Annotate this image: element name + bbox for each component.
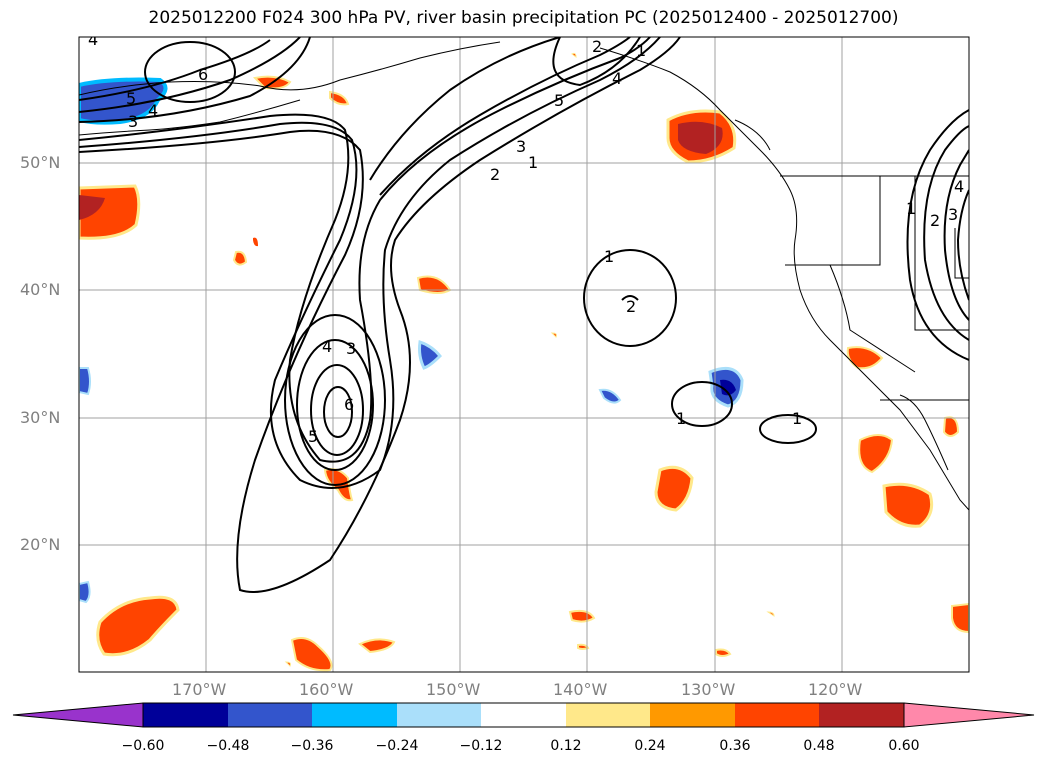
contour-label: 5	[126, 89, 136, 108]
map-border	[78, 36, 970, 673]
contour-label: 4	[148, 101, 158, 120]
contour-label: 4	[954, 177, 964, 196]
contour-label: 1	[906, 199, 916, 218]
contour-label: 4	[322, 337, 332, 356]
lon-label: 140°W	[553, 680, 608, 699]
contour-label: 1	[528, 153, 538, 172]
contour-label: 1	[604, 247, 614, 266]
colorbar-tick-label: −0.48	[206, 738, 250, 754]
colorbar-segment	[481, 703, 566, 727]
colorbar-extend-low	[12, 702, 144, 728]
political-borders	[780, 175, 969, 401]
contour-label: 1	[676, 409, 686, 428]
contour-label: 2	[490, 165, 500, 184]
colorbar-segment	[735, 703, 819, 727]
colorbar-tick-label: 0.48	[803, 738, 835, 754]
map-frame-bg	[79, 37, 969, 672]
contour-label: 2	[626, 297, 636, 316]
colorbar-segment	[650, 703, 735, 727]
page-title: 2025012200 F024 300 hPa PV, river basin …	[148, 8, 899, 28]
lat-label: 30°N	[20, 408, 61, 427]
contour-labels: 4 6 5 4 3 2 1 5 4 3 2 1 1 2 4 3 6 5 1 1 …	[88, 30, 964, 446]
lon-label: 160°W	[299, 680, 354, 699]
pv-contours	[79, 37, 969, 593]
contour-label: 3	[516, 137, 526, 156]
contour-label: 3	[346, 339, 356, 358]
contour-label: 2	[930, 211, 940, 230]
colorbar-tick-label: 0.36	[719, 738, 751, 754]
colorbar-segment	[397, 703, 481, 727]
lat-label: 50°N	[20, 153, 61, 172]
contour-label: 3	[128, 112, 138, 131]
colorbar-tick-label: −0.36	[290, 738, 334, 754]
colorbar-segment	[566, 703, 650, 727]
contour-label: 5	[554, 91, 564, 110]
contour-label: 5	[308, 427, 318, 446]
lat-label: 20°N	[20, 535, 61, 554]
lon-label: 120°W	[808, 680, 863, 699]
contour-label: 6	[198, 65, 208, 84]
contour-label: 2	[592, 37, 602, 56]
colorbar-segment	[819, 703, 904, 727]
colorbar-segment	[228, 703, 312, 727]
lon-label: 130°W	[681, 680, 736, 699]
colorbar-extend-high	[903, 702, 1035, 728]
contour-label: 3	[948, 205, 958, 224]
lon-label: 170°W	[172, 680, 227, 699]
colorbar-tick-label: 0.12	[550, 738, 582, 754]
contour-label: 1	[792, 409, 802, 428]
colorbar-tick-label: 0.24	[634, 738, 666, 754]
contour-label: 4	[88, 30, 98, 49]
colorbar-tick-label: −0.60	[121, 738, 165, 754]
colorbar-segment	[312, 703, 397, 727]
contour-label: 6	[344, 395, 354, 414]
lat-label: 40°N	[20, 280, 61, 299]
lon-label: 150°W	[426, 680, 481, 699]
colorbar-segment	[143, 703, 228, 727]
contour-label: 1	[636, 41, 646, 60]
contour-label: 4	[612, 69, 622, 88]
colorbar-tick-label: −0.24	[375, 738, 419, 754]
colorbar	[12, 702, 1035, 728]
colorbar-tick-label: −0.12	[459, 738, 503, 754]
colorbar-tick-label: 0.60	[888, 738, 920, 754]
